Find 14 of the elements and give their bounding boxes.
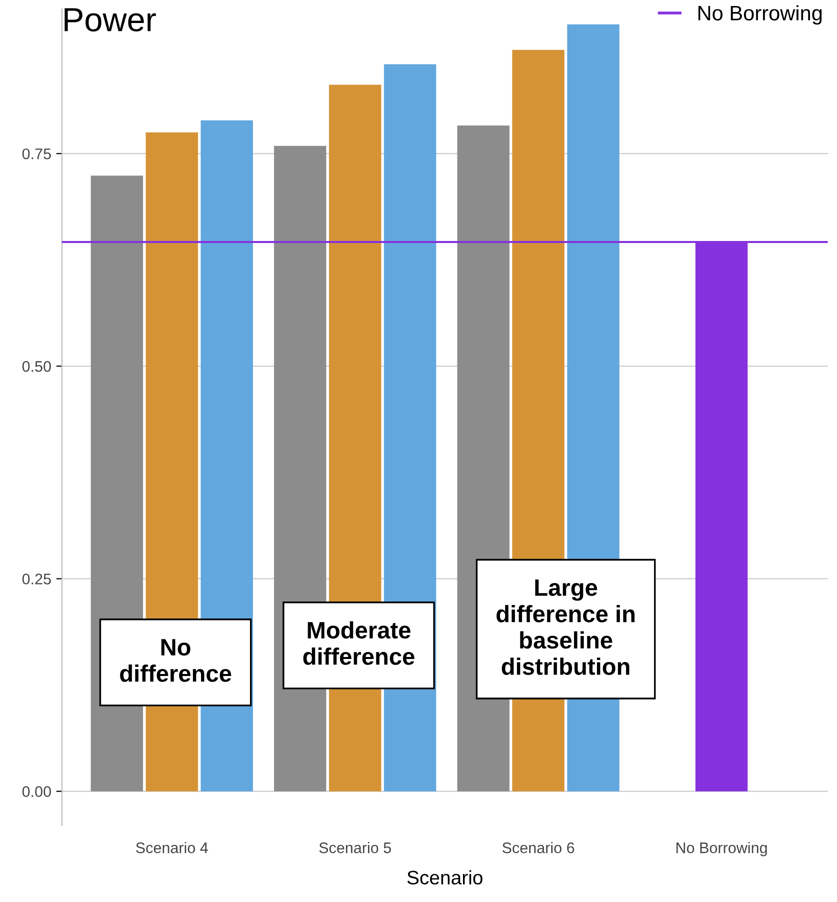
- y-tick-label: 0.50: [22, 361, 51, 372]
- chart-title: Power: [64, 8, 156, 32]
- x-tick-label: No Borrowing: [676, 842, 767, 856]
- y-tick-label: 0.25: [22, 574, 51, 584]
- x-axis-title: Scenario: [407, 870, 482, 885]
- x-tick-label: Scenario 6: [502, 842, 574, 854]
- x-tick-label: Scenario 4: [136, 842, 208, 854]
- legend-label: No Borrowing: [698, 5, 822, 25]
- y-tick-label: 0.00: [22, 786, 51, 798]
- x-tick-label: Scenario 5: [319, 842, 391, 854]
- annotation: Large difference in baseline distribution: [496, 580, 635, 675]
- annotation: Moderate difference: [303, 621, 414, 665]
- annotation: No difference: [120, 639, 232, 682]
- y-tick-label: 0.75: [22, 148, 51, 160]
